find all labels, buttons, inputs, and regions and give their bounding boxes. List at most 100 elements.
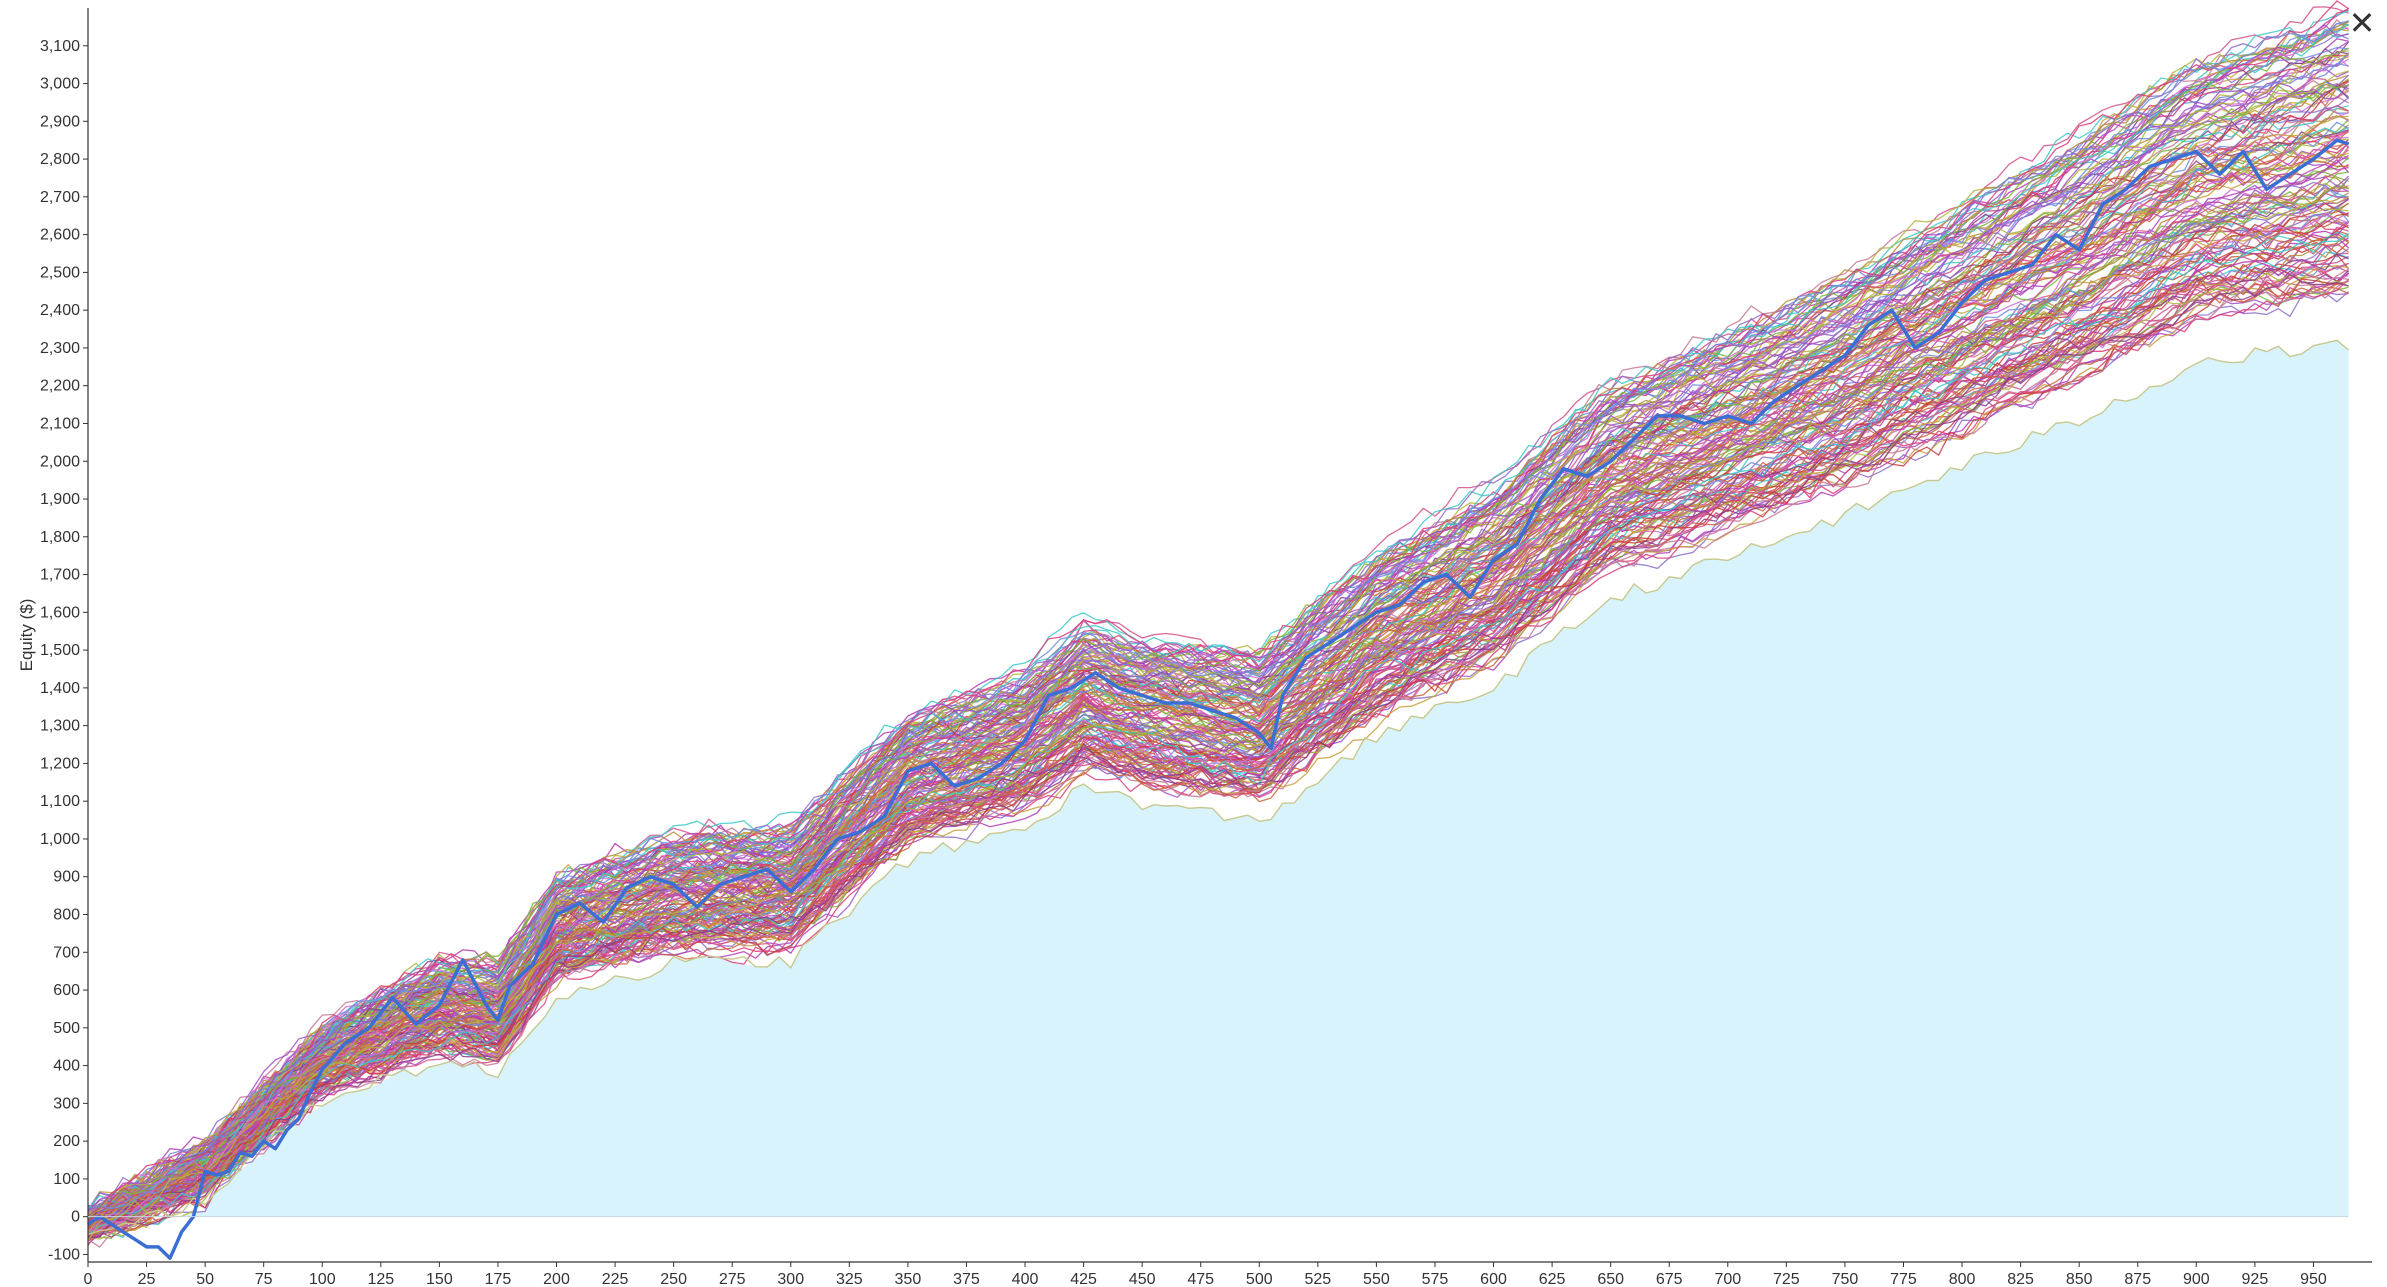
simulation-line (87, 214, 2349, 1233)
y-tick-label: 1,500 (40, 642, 80, 659)
simulation-line (87, 20, 2349, 1210)
simulation-line-lowest (87, 339, 2350, 1236)
simulation-line (87, 279, 2349, 1248)
y-tick-label: 2,400 (40, 302, 80, 319)
main-series-layer (87, 138, 2350, 1260)
simulation-line (87, 82, 2350, 1223)
x-tick-label: 25 (138, 1271, 156, 1287)
y-tick-label: 1,200 (40, 755, 80, 772)
simulation-line (87, 95, 2349, 1216)
area-layer (88, 340, 2349, 1217)
simulation-line (87, 278, 2349, 1232)
x-tick-label: 600 (1480, 1271, 1507, 1287)
min-equity-area (88, 340, 2349, 1217)
y-tick-label: 2,900 (40, 113, 80, 130)
x-tick-label: 900 (2183, 1271, 2210, 1287)
main-equity-line (87, 138, 2350, 1260)
y-tick-label: 0 (71, 1209, 80, 1226)
y-tick-label: 3,000 (40, 76, 80, 93)
simulation-line (87, 47, 2349, 1224)
x-tick-label: 50 (196, 1271, 214, 1287)
y-tick-label: 2,200 (40, 378, 80, 395)
x-tick-label: 250 (660, 1271, 687, 1287)
y-tick-label: 1,300 (40, 718, 80, 735)
y-axis-title: Equity ($) (17, 599, 36, 672)
x-tick-label: 500 (1246, 1271, 1273, 1287)
y-tick-label: 100 (53, 1171, 80, 1188)
x-tick-label: 775 (1890, 1271, 1917, 1287)
x-tick-label: 225 (602, 1271, 629, 1287)
y-tick-label: 800 (53, 907, 80, 924)
y-tick-label: 500 (53, 1020, 80, 1037)
x-tick-label: 575 (1422, 1271, 1449, 1287)
simulation-line (87, 262, 2349, 1241)
x-tick-label: 825 (2007, 1271, 2034, 1287)
simulation-line (87, 253, 2349, 1238)
x-tick-label: 200 (543, 1271, 570, 1287)
x-tick-label: 300 (777, 1271, 804, 1287)
simulation-line (87, 20, 2350, 1225)
x-tick-label: 150 (426, 1271, 453, 1287)
x-tick-label: 375 (953, 1271, 980, 1287)
x-tick-label: 750 (1832, 1271, 1859, 1287)
y-tick-label: 1,700 (40, 567, 80, 584)
y-tick-label: 1,400 (40, 680, 80, 697)
y-tick-label: 900 (53, 869, 80, 886)
x-tick-label: 275 (719, 1271, 746, 1287)
close-button[interactable]: ✕ (2343, 4, 2381, 42)
x-tick-label: 875 (2124, 1271, 2151, 1287)
y-tick-label: 2,700 (40, 189, 80, 206)
y-tick-label: 1,600 (40, 604, 80, 621)
x-tick-label: 125 (367, 1271, 394, 1287)
y-tick-label: 3,100 (40, 38, 80, 55)
x-tick-label: 75 (255, 1271, 273, 1287)
x-tick-label: 725 (1773, 1271, 1800, 1287)
y-tick-label: 2,300 (40, 340, 80, 357)
y-tick-label: 400 (53, 1058, 80, 1075)
simulation-line (87, 203, 2349, 1242)
simulation-line (87, 70, 2349, 1215)
simulation-line (87, 115, 2349, 1231)
y-tick-label: -100 (48, 1246, 80, 1263)
y-tick-label: 2,500 (40, 264, 80, 281)
x-tick-label: 475 (1187, 1271, 1214, 1287)
x-tick-label: 0 (84, 1271, 93, 1287)
y-tick-label: 200 (53, 1133, 80, 1150)
y-tick-label: 1,800 (40, 529, 80, 546)
simulation-line (87, 136, 2349, 1231)
y-tick-label: 2,600 (40, 227, 80, 244)
x-tick-label: 100 (309, 1271, 336, 1287)
simulation-line (87, 233, 2349, 1236)
x-tick-label: 850 (2066, 1271, 2093, 1287)
x-tick-label: 650 (1597, 1271, 1624, 1287)
simulation-line (87, 23, 2349, 1210)
axes (87, 8, 2372, 1263)
x-tick-label: 350 (895, 1271, 922, 1287)
simulation-line (87, 84, 2349, 1220)
close-icon: ✕ (2348, 4, 2376, 42)
x-tick-label: 925 (2242, 1271, 2269, 1287)
x-tick-label: 700 (1714, 1271, 1741, 1287)
y-tick-label: 1,000 (40, 831, 80, 848)
y-tick-label: 300 (53, 1095, 80, 1112)
y-tick-label: 2,000 (40, 453, 80, 470)
simulation-line (87, 74, 2350, 1213)
x-tick-label: 950 (2300, 1271, 2327, 1287)
x-tick-label: 325 (836, 1271, 863, 1287)
x-tick-label: 800 (1949, 1271, 1976, 1287)
simulation-line (87, 272, 2350, 1240)
y-tick-label: 1,100 (40, 793, 80, 810)
y-tick-label: 600 (53, 982, 80, 999)
x-tick-label: 425 (1070, 1271, 1097, 1287)
x-tick-label: 625 (1539, 1271, 1566, 1287)
x-tick-label: 675 (1656, 1271, 1683, 1287)
x-tick-label: 550 (1363, 1271, 1390, 1287)
y-axis-ticks: -100 0 100 200 300 400 500 600 700 800 900 1,000 1,1… (40, 38, 88, 1263)
simulation-line (87, 273, 2349, 1238)
x-tick-label: 400 (1012, 1271, 1039, 1287)
simulation-line (87, 187, 2349, 1218)
x-tick-label: 525 (1304, 1271, 1331, 1287)
y-tick-label: 2,800 (40, 151, 80, 168)
